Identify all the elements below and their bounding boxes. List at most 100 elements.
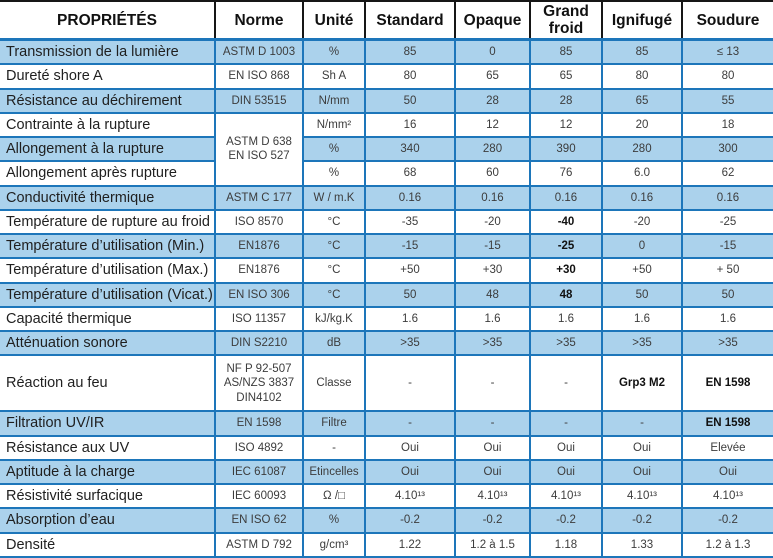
unite-cell: Classe: [302, 354, 366, 413]
value-cell: -20: [454, 208, 531, 236]
value-cell: Oui: [364, 458, 456, 486]
norme-cell: EN1876: [214, 257, 304, 284]
value-cell: Oui: [529, 434, 603, 461]
value-cell: 55: [681, 87, 773, 114]
norme-cell: EN ISO 62: [214, 507, 304, 534]
header-unite: Unité: [302, 0, 366, 42]
table-row: Allongement après rupture% 68 60 76 6.0 62: [0, 160, 773, 187]
value-cell: 65: [454, 63, 531, 90]
unite-cell: -: [302, 434, 366, 461]
norme-cell: EN 1598: [214, 410, 304, 437]
unite-cell: °C: [302, 257, 366, 284]
unite-cell: Sh A: [302, 63, 366, 90]
value-cell: 12: [454, 111, 531, 139]
value-cell: 1.6: [529, 305, 603, 333]
value-cell: 85: [601, 38, 683, 66]
value-cell: +30: [454, 257, 531, 284]
value-cell: >35: [364, 330, 456, 357]
property-label: Transmission de la lumière: [0, 38, 216, 66]
norme-cell: ASTM D 792: [214, 531, 304, 558]
value-cell: 68: [364, 160, 456, 187]
property-label: Température d’utilisation (Min.): [0, 233, 216, 260]
value-cell: 300: [681, 136, 773, 163]
property-label: Contrainte à la rupture: [0, 111, 216, 139]
value-cell: 4.10¹³: [529, 483, 603, 510]
property-label: Température de rupture au froid: [0, 208, 216, 236]
value-cell: 0.16: [529, 184, 603, 211]
unite-cell: %: [302, 38, 366, 66]
value-cell: -15: [364, 233, 456, 260]
value-cell: 16: [364, 111, 456, 139]
property-label: Résistance aux UV: [0, 434, 216, 461]
norme-cell: ASTM C 177: [214, 184, 304, 211]
value-cell: 62: [681, 160, 773, 187]
table-body: Transmission de la lumière ASTM D 1003% 85…: [0, 38, 773, 558]
norme-cell: ASTM D 1003: [214, 38, 304, 66]
unite-cell: Filtre: [302, 410, 366, 437]
unite-cell: N/mm²: [302, 111, 366, 139]
value-cell: -0.2: [601, 507, 683, 534]
value-cell: Oui: [529, 458, 603, 486]
value-cell: -20: [601, 208, 683, 236]
table-row: Dureté shore A EN ISO 868 Sh A 80 65 65 80 80: [0, 63, 773, 90]
value-cell: 0: [454, 38, 531, 66]
header-row: PROPRIÉTÉS Norme Unité Standard Opaque G…: [0, 0, 773, 42]
unite-cell: N/mm: [302, 87, 366, 114]
property-label: Dureté shore A: [0, 63, 216, 90]
table-row: Allongement à la rupture% 340 280 390 280 300: [0, 136, 773, 163]
value-cell: 1.18: [529, 531, 603, 558]
value-cell: 1.22: [364, 531, 456, 558]
header-norme: Norme: [214, 0, 304, 42]
value-cell: -15: [454, 233, 531, 260]
value-cell: 50: [364, 87, 456, 114]
value-cell: Oui: [454, 458, 531, 486]
value-cell: 65: [529, 63, 603, 90]
unite-cell: °C: [302, 233, 366, 260]
table-row: Densité ASTM D 792 g/cm³ 1.22 1.2 à 1.5 1.18 1…: [0, 531, 773, 558]
value-cell: -: [529, 354, 603, 413]
value-cell: 80: [601, 63, 683, 90]
value-cell: 28: [529, 87, 603, 114]
unite-cell: W / m.K: [302, 184, 366, 211]
value-cell: 1.33: [601, 531, 683, 558]
value-cell: EN 1598: [681, 410, 773, 437]
unite-cell: g/cm³: [302, 531, 366, 558]
header-proprietes: PROPRIÉTÉS: [0, 0, 216, 42]
value-cell: EN 1598: [681, 354, 773, 413]
value-cell: -: [601, 410, 683, 437]
value-cell: 80: [681, 63, 773, 90]
value-cell: -: [454, 354, 531, 413]
value-cell: 1.6: [601, 305, 683, 333]
unite-cell: dB: [302, 330, 366, 357]
property-label: Allongement à la rupture: [0, 136, 216, 163]
value-cell: 1.2 à 1.3: [681, 531, 773, 558]
value-cell: 18: [681, 111, 773, 139]
unite-cell: %: [302, 160, 366, 187]
value-cell: 0.16: [681, 184, 773, 211]
value-cell: 85: [529, 38, 603, 66]
norme-cell: EN ISO 868: [214, 63, 304, 90]
table-row: Température d’utilisation (Max.) EN1876 °C…: [0, 257, 773, 284]
table-row: Résistance aux UV ISO 4892- Oui Oui Oui Oui El…: [0, 434, 773, 461]
table-row: Réaction au feu NF P 92-507 AS/NZS 3837 DIN…: [0, 354, 773, 413]
unite-cell: °C: [302, 281, 366, 308]
value-cell: 50: [364, 281, 456, 308]
value-cell: 50: [681, 281, 773, 308]
norme-cell: NF P 92-507 AS/NZS 3837 DIN4102: [214, 354, 304, 413]
value-cell: -0.2: [364, 507, 456, 534]
property-label: Réaction au feu: [0, 354, 216, 413]
value-cell: 280: [601, 136, 683, 163]
value-cell: -40: [529, 208, 603, 236]
value-cell: >35: [454, 330, 531, 357]
value-cell: 4.10¹³: [454, 483, 531, 510]
property-label: Aptitude à la charge: [0, 458, 216, 486]
value-cell: 4.10¹³: [601, 483, 683, 510]
value-cell: 1.2 à 1.5: [454, 531, 531, 558]
value-cell: 1.6: [364, 305, 456, 333]
value-cell: 80: [364, 63, 456, 90]
value-cell: 1.6: [681, 305, 773, 333]
unite-cell: °C: [302, 208, 366, 236]
value-cell: +50: [601, 257, 683, 284]
norme-cell: EN1876: [214, 233, 304, 260]
property-label: Résistivité surfacique: [0, 483, 216, 510]
